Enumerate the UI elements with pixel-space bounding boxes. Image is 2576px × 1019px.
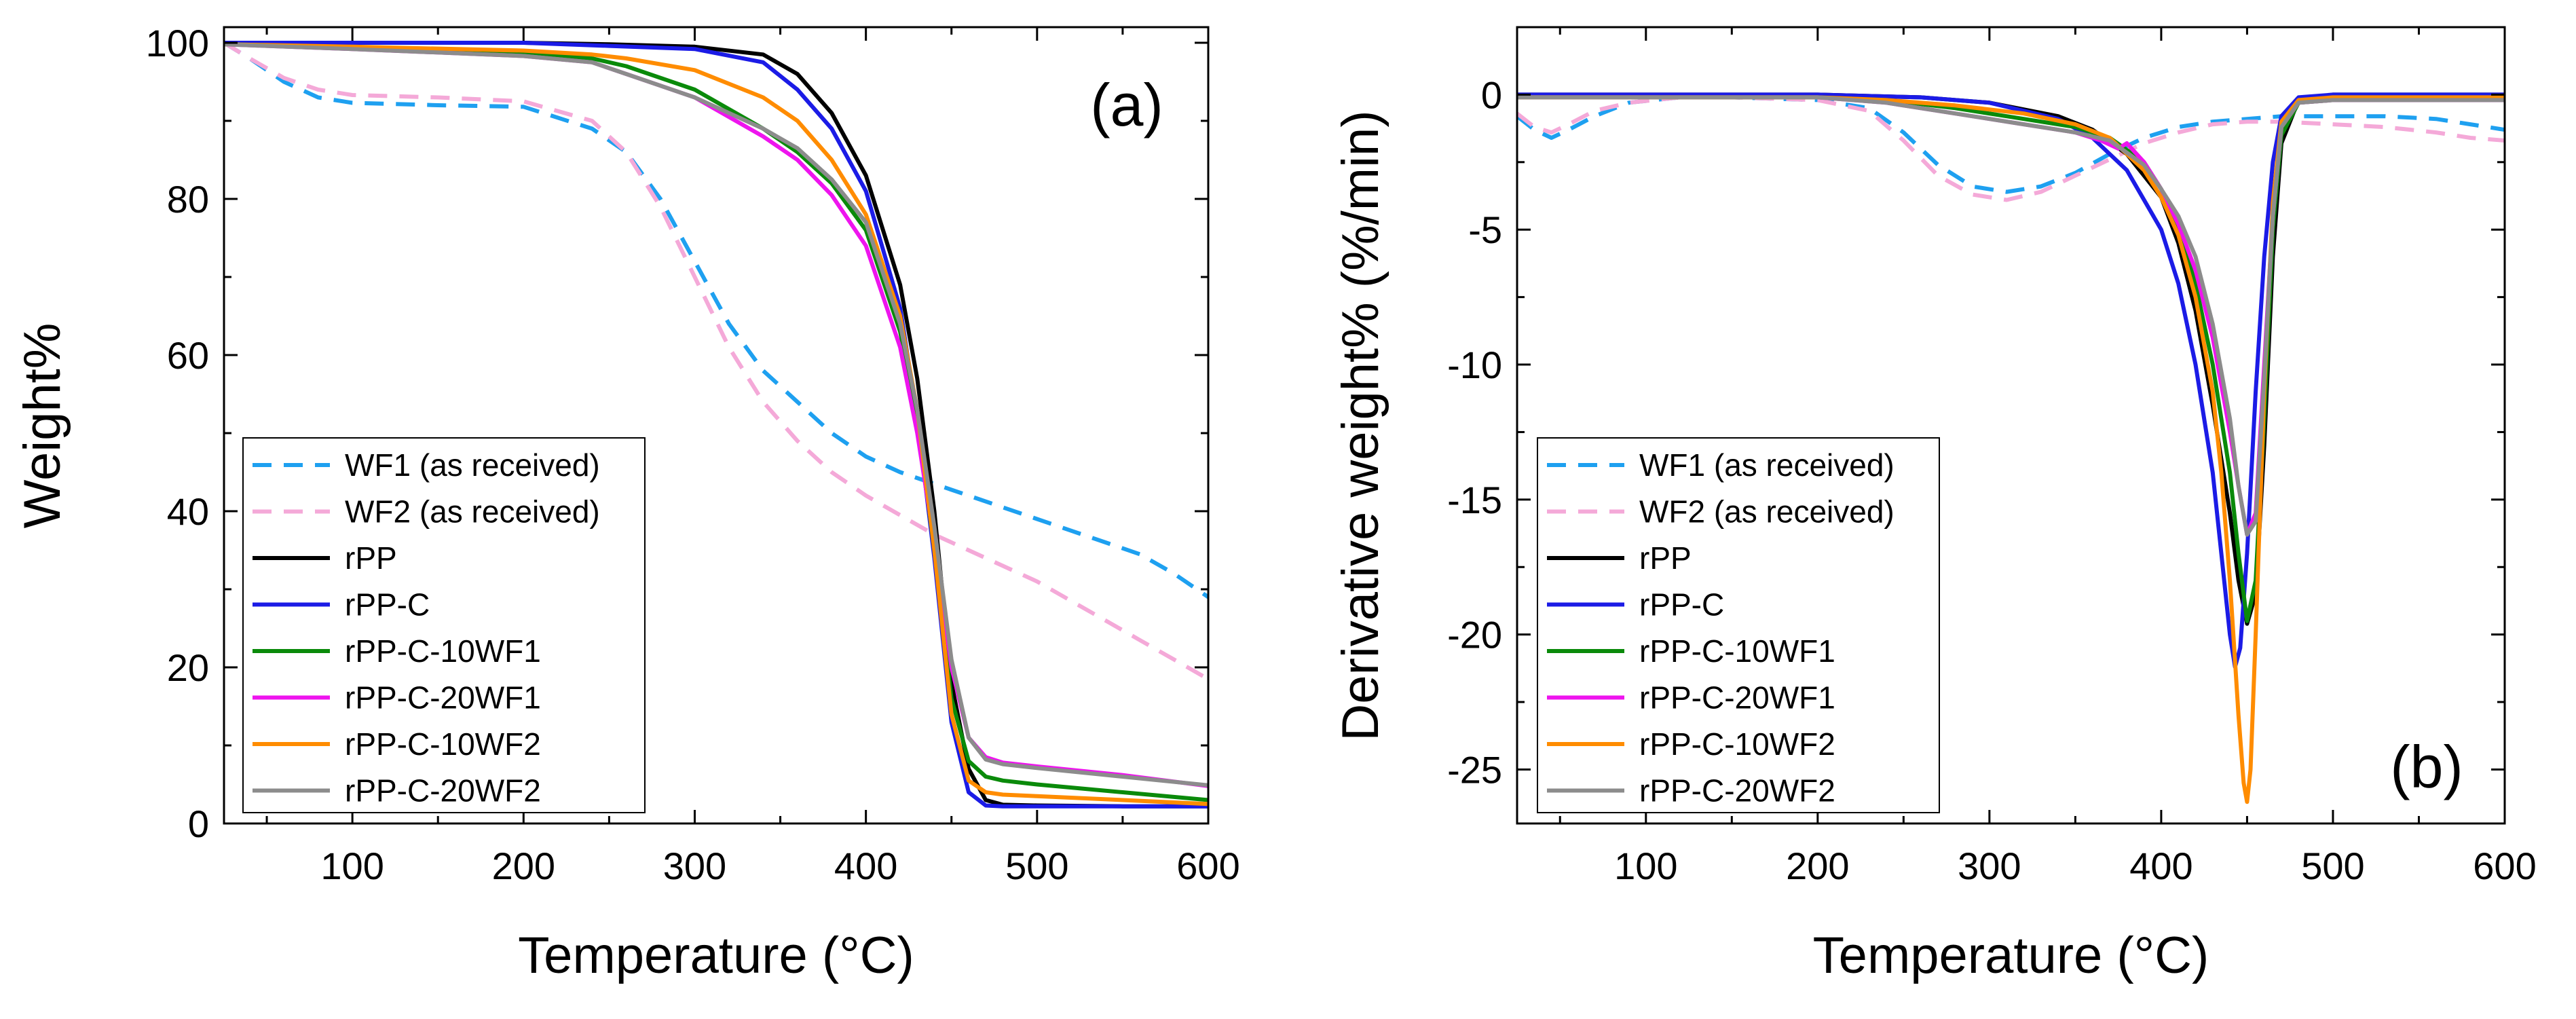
x-tick-label: 600 [1176, 845, 1239, 887]
series-line-rpp-c [1517, 92, 2505, 669]
legend-label-rpp-c-20wf1: rPP-C-20WF1 [1639, 680, 1835, 716]
panel-label: (b) [2390, 733, 2463, 800]
x-tick-label: 400 [2129, 845, 2192, 887]
legend-label-rpp-c-20wf2: rPP-C-20WF2 [1639, 773, 1835, 809]
series-line-wf1-as-received [1517, 95, 2505, 194]
legend-box [1537, 437, 1940, 813]
series-line-rpp-c [224, 41, 1208, 809]
series-line-rpp-c-20wf2 [224, 42, 1208, 788]
series-line-wf1-as-received [224, 41, 1208, 599]
x-axis-title: Temperature (°C) [1813, 927, 2209, 984]
x-tick-label: 500 [2301, 845, 2364, 887]
x-tick-label: 300 [663, 845, 726, 887]
legend-label-rpp-c-20wf2: rPP-C-20WF2 [345, 773, 541, 809]
y-tick-label: 40 [167, 490, 209, 533]
series-line-rpp-c-10wf1 [224, 42, 1208, 802]
x-tick-label: 100 [320, 845, 384, 887]
x-tick-label: 300 [1958, 845, 2021, 887]
legend-label-rpp-c: rPP-C [1639, 587, 1724, 623]
x-axis-title: Temperature (°C) [518, 927, 914, 984]
legend-label-rpp-c-10wf1: rPP-C-10WF1 [1639, 633, 1835, 669]
legend-label-rpp-c-20wf1: rPP-C-20WF1 [345, 680, 541, 716]
legend-label-rpp-c-10wf1: rPP-C-10WF1 [345, 633, 541, 669]
y-tick-label: 0 [1481, 73, 1502, 116]
legend-label-rpp-c-10wf2: rPP-C-10WF2 [1639, 726, 1835, 762]
x-tick-label: 200 [1786, 845, 1849, 887]
series-line-wf2-as-received [1517, 95, 2505, 202]
series-line-rpp-c-20wf2 [1517, 95, 2505, 537]
y-axis-title: Derivative weight% (%/min) [1332, 110, 1389, 741]
y-tick-label: 60 [167, 334, 209, 377]
panel-b: 100 200 300 400 500 600 0 -5 -10 -15 -20 -25 Tempera… [1332, 26, 2537, 984]
series-group [1517, 92, 2505, 804]
panel-label: (a) [1090, 71, 1163, 138]
y-tick-label: 100 [146, 22, 209, 64]
series-line-rpp-c-10wf2 [224, 42, 1208, 807]
x-tick-label: 400 [834, 845, 897, 887]
y-tick-label: 80 [167, 178, 209, 221]
plot-frame [1516, 26, 2506, 825]
legend-label-wf2-as-received: WF2 (as received) [1639, 494, 1894, 530]
y-tick-label: 0 [188, 802, 209, 845]
legend-label-wf1-as-received: WF1 (as received) [1639, 447, 1894, 483]
y-tick-label: -10 [1447, 344, 1502, 386]
legend-box [242, 437, 646, 813]
x-tick-label: 500 [1005, 845, 1068, 887]
plot-frame [223, 26, 1210, 825]
legend-label-rpp-c-10wf2: rPP-C-10WF2 [345, 726, 541, 762]
series-line-wf2-as-received [224, 41, 1208, 681]
legend-label-rpp-c: rPP-C [345, 587, 430, 623]
legend-label-wf1-as-received: WF1 (as received) [345, 447, 600, 483]
y-tick-label: -5 [1468, 208, 1502, 251]
panel-a: 100 200 300 400 500 600 0 20 40 60 80 100 Temperatur… [14, 22, 1240, 984]
y-tick-label: 20 [167, 646, 209, 689]
x-tick-label: 100 [1614, 845, 1677, 887]
y-tick-label: -25 [1447, 748, 1502, 791]
legend-label-rpp: rPP [345, 540, 397, 576]
legend-label-wf2-as-received: WF2 (as received) [345, 494, 600, 530]
legend: WF1 (as received) WF2 (as received) rPP rPP… [1537, 437, 1940, 813]
legend: WF1 (as received) WF2 (as received) rPP rPP… [242, 437, 646, 813]
y-tick-label: -15 [1447, 479, 1502, 521]
x-tick-label: 600 [2473, 845, 2536, 887]
y-axis-title: Weight% [14, 323, 71, 529]
y-tick-label: -20 [1447, 614, 1502, 656]
series-group [224, 41, 1208, 809]
legend-label-rpp: rPP [1639, 540, 1692, 576]
x-tick-label: 200 [492, 845, 555, 887]
